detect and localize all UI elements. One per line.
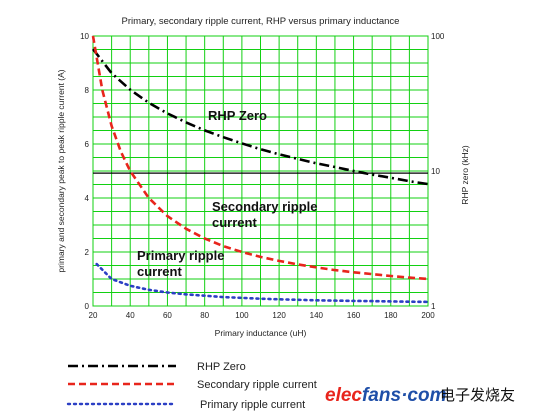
y2-tick-label: 10 — [431, 167, 440, 176]
y2-tick-label: 1 — [431, 302, 436, 311]
watermark-chinese-text: 电子发烧友 — [440, 386, 515, 404]
y2-axis-label: RHP zero (kHz) — [460, 145, 470, 205]
legend-label: RHP Zero — [197, 361, 246, 373]
x-axis-label: Primary inductance (uH) — [215, 328, 307, 338]
tick-labels: 20 40 60 80 100 120 140 160 180 200 0 2 4 6 8 10 1 10 100 — [80, 32, 445, 320]
annotation-primary-ripple: Primary ripple current — [137, 248, 224, 279]
y-tick-label: 0 — [85, 302, 90, 311]
legend: RHP Zero Secondary ripple current Primary … — [66, 361, 317, 411]
y-axis-label: primary and secondary peak to peak rippl… — [56, 69, 66, 272]
x-tick-label: 160 — [347, 311, 361, 320]
y-tick-label: 4 — [85, 194, 90, 203]
series-line-secondary-ripple-current — [91, 35, 429, 281]
y2-tick-label: 100 — [431, 32, 445, 41]
x-tick-label: 100 — [235, 311, 249, 320]
x-tick-label: 180 — [384, 311, 398, 320]
legend-label: Primary ripple current — [200, 399, 305, 411]
x-tick-label: 60 — [163, 311, 172, 320]
y-tick-label: 8 — [85, 86, 90, 95]
chart-title: Primary, secondary ripple current, RHP v… — [122, 16, 400, 27]
x-tick-label: 120 — [272, 311, 286, 320]
series — [91, 35, 430, 304]
series-line-primary-ripple-current — [95, 262, 430, 304]
x-tick-label: 80 — [200, 311, 209, 320]
y-tick-label: 6 — [85, 140, 90, 149]
grid — [92, 35, 429, 307]
x-tick-label: 40 — [126, 311, 135, 320]
annotation-rhp-zero: RHP Zero — [208, 108, 267, 123]
elecfans-watermark: elecfans·com 电子发烧友 — [325, 385, 515, 406]
y-tick-label: 10 — [80, 32, 89, 41]
annotation-secondary-ripple: Secondary ripple current — [212, 199, 317, 230]
watermark-text: elecfans·com — [325, 385, 447, 406]
legend-label: Secondary ripple current — [197, 379, 317, 391]
x-tick-label: 140 — [310, 311, 324, 320]
y-tick-label: 2 — [85, 248, 90, 257]
x-tick-label: 20 — [89, 311, 98, 320]
x-tick-label: 200 — [421, 311, 435, 320]
